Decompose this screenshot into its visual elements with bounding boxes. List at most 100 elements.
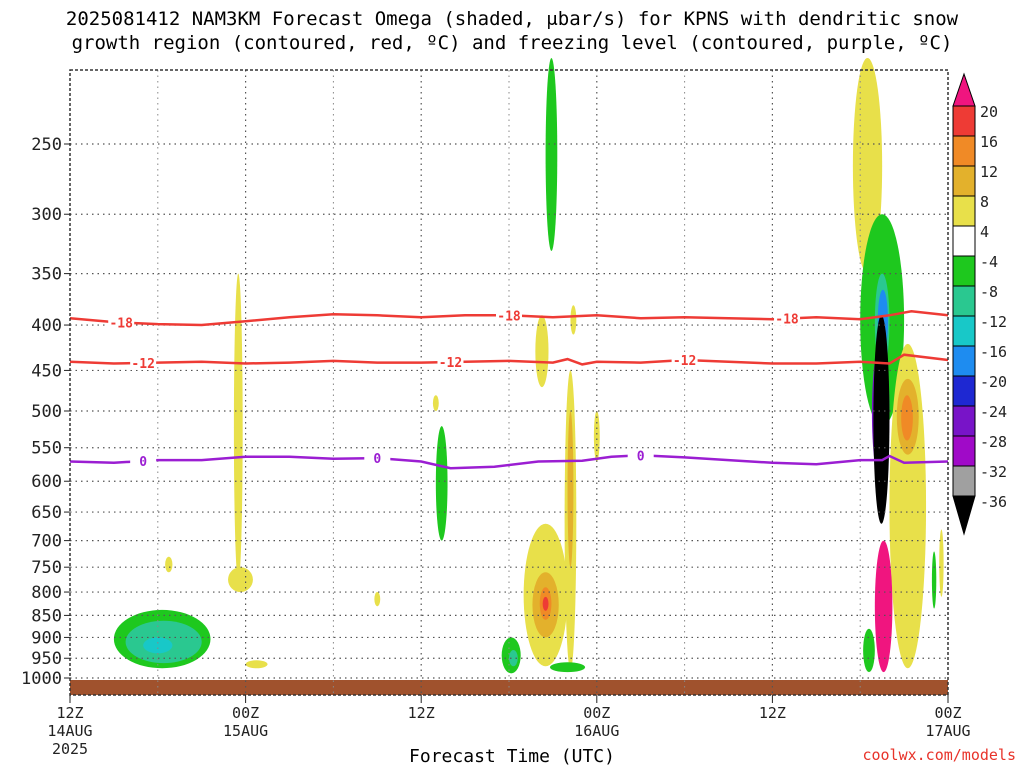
colorbar-label: 4 xyxy=(980,223,989,241)
omega-blob xyxy=(567,411,574,568)
contour-label: -12 xyxy=(131,357,154,372)
y-tick-label: 400 xyxy=(31,316,62,336)
omega-blob xyxy=(233,273,243,583)
credit-text: coolwx.com/models xyxy=(862,746,1016,764)
omega-blob xyxy=(545,58,558,251)
y-tick-label: 350 xyxy=(31,265,62,285)
colorbar-segment xyxy=(952,405,976,437)
colorbar-label: -8 xyxy=(980,283,998,301)
colorbar-label: 16 xyxy=(980,133,998,151)
colorbar-segment xyxy=(952,315,976,347)
contour-line xyxy=(69,454,949,470)
contour-label-bg xyxy=(496,308,522,323)
omega-blob xyxy=(228,567,253,593)
contour-label: -18 xyxy=(775,313,799,328)
omega-blob xyxy=(593,411,600,462)
colorbar-top-arrow xyxy=(952,72,976,107)
colorbar-label: -20 xyxy=(980,373,1007,391)
colorbar-label: -4 xyxy=(980,253,998,271)
x-tick-year: 2025 xyxy=(52,740,88,758)
colorbar-segment xyxy=(952,135,976,167)
colorbar-segment xyxy=(952,435,976,467)
contour-label: -12 xyxy=(439,356,462,371)
colorbar-segment xyxy=(952,345,976,377)
colorbar-label: -24 xyxy=(980,403,1007,421)
y-tick-label: 300 xyxy=(31,205,62,225)
omega-blob xyxy=(245,660,268,669)
omega-blob xyxy=(874,540,893,673)
omega-blob xyxy=(549,662,586,673)
contour-line xyxy=(69,310,949,327)
y-tick-label: 250 xyxy=(31,135,62,155)
omega-blob xyxy=(863,628,875,673)
colorbar-segment xyxy=(952,165,976,197)
x-tick-label: 00Z xyxy=(583,704,610,722)
y-tick-label: 950 xyxy=(31,649,62,669)
y-tick-label: 700 xyxy=(31,532,62,552)
colorbar-label: 20 xyxy=(980,103,998,121)
colorbar-segment xyxy=(952,105,976,137)
contour-label-bg xyxy=(130,355,157,370)
x-tick-label: 12Z xyxy=(759,704,786,722)
contour-label-bg xyxy=(627,448,654,463)
chart-title-line2: growth region (contoured, red, ºC) and f… xyxy=(71,32,953,54)
omega-blob xyxy=(509,650,518,667)
y-tick-label: 650 xyxy=(31,503,62,523)
colorbar-segment xyxy=(952,255,976,287)
contour-label-bg xyxy=(130,454,157,469)
y-tick-label: 550 xyxy=(31,439,62,459)
y-tick-label: 850 xyxy=(31,606,62,626)
x-tick-label: 12Z xyxy=(408,704,435,722)
contour-label: 0 xyxy=(637,449,645,464)
colorbar-segment xyxy=(952,195,976,227)
contour-label-bg xyxy=(364,451,391,466)
omega-blob xyxy=(432,395,439,411)
colorbar-label: -12 xyxy=(980,313,1007,331)
omega-blob xyxy=(931,551,937,609)
y-tick-label: 450 xyxy=(31,361,62,381)
y-tick-label: 750 xyxy=(31,558,62,578)
x-tick-date: 15AUG xyxy=(223,722,268,740)
x-axis-label: Forecast Time (UTC) xyxy=(409,746,615,767)
contour-label-bg xyxy=(774,311,801,326)
x-tick-date: 17AUG xyxy=(925,722,970,740)
x-tick-label: 00Z xyxy=(232,704,259,722)
omega-blob xyxy=(939,529,944,597)
colorbar-segment xyxy=(952,285,976,317)
y-tick-label: 600 xyxy=(31,472,62,492)
colorbar-label: -16 xyxy=(980,343,1007,361)
contour-label: 0 xyxy=(139,455,147,470)
contour-label-bg xyxy=(437,355,464,370)
omega-blob xyxy=(535,315,549,388)
contour-label-bg xyxy=(108,315,135,330)
contour-label: -12 xyxy=(673,354,696,369)
colorbar-segment xyxy=(952,225,976,257)
contour-label: -18 xyxy=(497,309,521,324)
contour-label: -18 xyxy=(109,316,133,331)
x-tick-label: 00Z xyxy=(934,704,961,722)
chart-title-line1: 2025081412 NAM3KM Forecast Omega (shaded… xyxy=(65,8,959,30)
x-tick-date: 14AUG xyxy=(47,722,92,740)
colorbar-label: -32 xyxy=(980,463,1007,481)
y-tick-label: 500 xyxy=(31,402,62,422)
omega-blob xyxy=(873,315,890,524)
omega-blob xyxy=(570,305,577,335)
colorbar-segment xyxy=(952,465,976,497)
y-tick-label: 900 xyxy=(31,628,62,648)
contour-label-bg xyxy=(671,353,698,368)
omega-blob xyxy=(435,426,448,541)
y-tick-label: 1000 xyxy=(21,669,62,689)
contour-label: 0 xyxy=(373,452,381,467)
colorbar-label: 8 xyxy=(980,193,989,211)
plot-frame xyxy=(69,69,949,696)
x-tick-label: 12Z xyxy=(56,704,83,722)
omega-blob xyxy=(165,556,173,573)
colorbar-segment xyxy=(952,375,976,407)
colorbar-label: -28 xyxy=(980,433,1007,451)
contour-line xyxy=(69,353,949,366)
x-tick-date: 16AUG xyxy=(574,722,619,740)
colorbar-label: -36 xyxy=(980,493,1007,511)
colorbar-label: 12 xyxy=(980,163,998,181)
colorbar-bottom-arrow xyxy=(952,495,976,536)
